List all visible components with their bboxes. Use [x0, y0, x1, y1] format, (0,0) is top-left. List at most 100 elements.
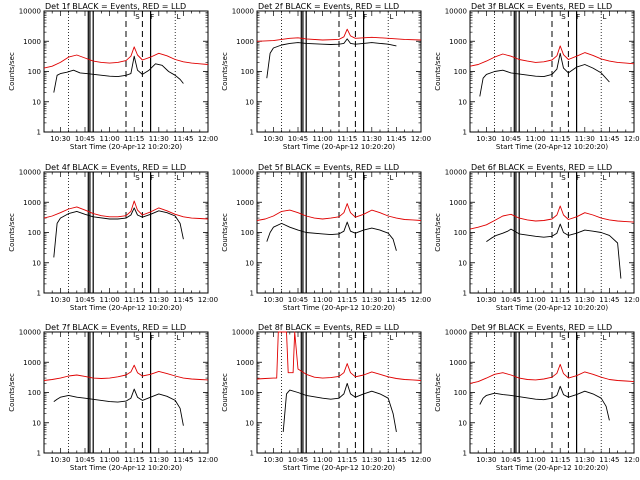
- x-axis-label: Start Time (20-Apr-12 10:20:20): [70, 143, 182, 151]
- events-series-line: [479, 52, 610, 97]
- x-tick-label: 11:30: [362, 296, 382, 304]
- x-axis-label: Start Time (20-Apr-12 10:20:20): [496, 464, 608, 472]
- marker-letter: F: [576, 13, 580, 21]
- y-tick-label: 100: [28, 229, 41, 237]
- x-axis-label: Start Time (20-Apr-12 10:20:20): [283, 304, 395, 312]
- panel-title: Det 8f BLACK = Events, RED = LLD: [258, 323, 399, 332]
- x-tick-label: 11:15: [124, 296, 144, 304]
- x-tick-label: 11:00: [313, 456, 333, 464]
- x-tick-label: 12:00: [198, 135, 218, 143]
- marker-letter: S: [135, 13, 140, 21]
- marker-letter: F: [150, 13, 154, 21]
- y-tick-label: 100: [454, 389, 467, 397]
- y-tick-label: 100: [454, 229, 467, 237]
- x-tick-label: 11:30: [362, 456, 382, 464]
- x-tick-label: 11:45: [173, 296, 193, 304]
- x-tick-label: 11:00: [313, 296, 333, 304]
- x-tick-label: 10:45: [501, 296, 521, 304]
- y-tick-label: 10000: [445, 8, 467, 16]
- x-tick-label: 11:30: [149, 456, 169, 464]
- y-tick-label: 10: [245, 98, 254, 106]
- detector-panel: Det 7f BLACK = Events, RED = LLD 1 10 100 10…: [8, 323, 218, 472]
- x-tick-label: 10:30: [263, 456, 283, 464]
- x-tick-label: 10:45: [501, 135, 521, 143]
- x-tick-label: 11:45: [599, 456, 619, 464]
- y-tick-label: 1: [463, 450, 467, 458]
- x-tick-label: 11:30: [575, 296, 595, 304]
- events-series-line: [53, 55, 184, 93]
- x-tick-label: 11:00: [100, 456, 120, 464]
- y-axis-label: Counts/sec: [434, 373, 442, 412]
- x-tick-label: 12:00: [198, 456, 218, 464]
- x-tick-label: 10:30: [50, 456, 70, 464]
- y-tick-label: 10000: [19, 169, 41, 177]
- y-tick-label: 1: [250, 129, 254, 137]
- detector-panel: Det 6f BLACK = Events, RED = LLD 1 10 100 10…: [434, 163, 640, 312]
- y-tick-label: 1000: [23, 199, 41, 207]
- marker-letter: F: [363, 13, 367, 21]
- y-tick-label: 10000: [232, 8, 254, 16]
- marker-letter: F: [150, 334, 154, 342]
- y-tick-label: 10: [32, 98, 41, 106]
- lld-series-line: [256, 203, 422, 221]
- x-tick-label: 11:45: [173, 456, 193, 464]
- x-tick-label: 10:45: [75, 296, 95, 304]
- lld-series-line: [469, 363, 635, 384]
- x-tick-label: 11:30: [149, 296, 169, 304]
- marker-letter: S: [561, 334, 566, 342]
- y-tick-label: 1: [37, 290, 41, 298]
- x-tick-label: 11:30: [362, 135, 382, 143]
- marker-letter: L: [390, 334, 394, 342]
- y-tick-label: 1: [463, 129, 467, 137]
- y-tick-label: 1: [250, 450, 254, 458]
- x-tick-label: 11:15: [550, 456, 570, 464]
- y-tick-label: 100: [28, 68, 41, 76]
- x-tick-label: 11:00: [313, 135, 333, 143]
- x-tick-label: 10:45: [501, 456, 521, 464]
- detector-panel: Det 5f BLACK = Events, RED = LLD 1 10 100 10…: [221, 163, 431, 312]
- y-tick-label: 10: [458, 419, 467, 427]
- y-tick-label: 1: [37, 129, 41, 137]
- y-tick-label: 1: [463, 290, 467, 298]
- y-tick-label: 1000: [23, 359, 41, 367]
- marker-letter: S: [561, 174, 566, 182]
- y-tick-label: 1000: [236, 199, 254, 207]
- x-tick-label: 11:45: [386, 456, 406, 464]
- x-tick-label: 10:30: [50, 135, 70, 143]
- panel-title: Det 1f BLACK = Events, RED = LLD: [45, 2, 186, 11]
- x-tick-label: 10:30: [50, 296, 70, 304]
- y-tick-label: 1000: [23, 38, 41, 46]
- y-tick-label: 10000: [19, 329, 41, 337]
- y-axis-label: Counts/sec: [221, 213, 229, 252]
- marker-letter: L: [390, 174, 394, 182]
- x-axis-label: Start Time (20-Apr-12 10:20:20): [283, 464, 395, 472]
- detector-panel: Det 4f BLACK = Events, RED = LLD 1 10 100 10…: [8, 163, 218, 312]
- panel-title: Det 4f BLACK = Events, RED = LLD: [45, 163, 186, 172]
- x-tick-label: 11:30: [575, 456, 595, 464]
- marker-letter: S: [135, 334, 140, 342]
- marker-letter: L: [177, 334, 181, 342]
- y-tick-label: 1: [37, 450, 41, 458]
- panel-title: Det 9f BLACK = Events, RED = LLD: [471, 323, 612, 332]
- marker-letter: L: [603, 174, 607, 182]
- panel-title: Det 6f BLACK = Events, RED = LLD: [471, 163, 612, 172]
- x-axis-label: Start Time (20-Apr-12 10:20:20): [496, 143, 608, 151]
- y-tick-label: 100: [241, 68, 254, 76]
- y-tick-label: 1000: [449, 199, 467, 207]
- marker-letter: F: [576, 174, 580, 182]
- x-tick-label: 12:00: [411, 456, 431, 464]
- x-tick-label: 12:00: [624, 456, 640, 464]
- x-tick-label: 10:30: [263, 296, 283, 304]
- x-tick-label: 11:45: [599, 296, 619, 304]
- x-tick-label: 10:30: [263, 135, 283, 143]
- x-axis-label: Start Time (20-Apr-12 10:20:20): [283, 143, 395, 151]
- x-axis-label: Start Time (20-Apr-12 10:20:20): [70, 464, 182, 472]
- marker-letter: L: [603, 13, 607, 21]
- lld-series-line: [43, 46, 209, 69]
- panel-title: Det 7f BLACK = Events, RED = LLD: [45, 323, 186, 332]
- x-tick-label: 10:45: [75, 456, 95, 464]
- detector-panel: Det 1f BLACK = Events, RED = LLD 1 10 100 10…: [8, 2, 218, 151]
- y-tick-label: 1: [250, 290, 254, 298]
- x-tick-label: 11:00: [526, 135, 546, 143]
